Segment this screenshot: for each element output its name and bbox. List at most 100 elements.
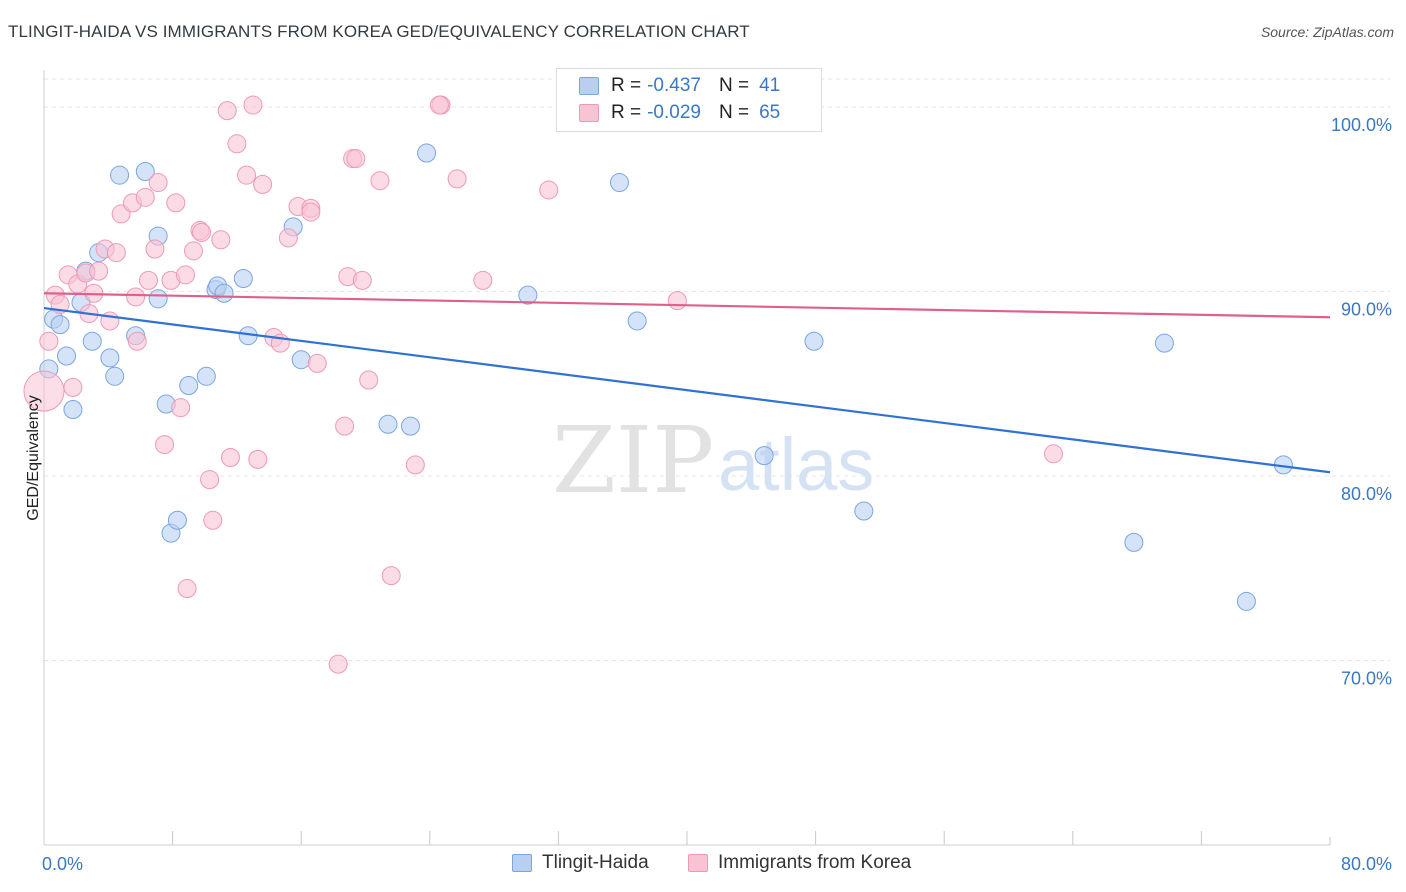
- scatter-point-immigrants-from-korea: [447, 169, 467, 189]
- scatter-point-immigrants-from-korea: [473, 270, 493, 290]
- scatter-point-immigrants-from-korea: [192, 222, 212, 242]
- scatter-point-immigrants-from-korea: [203, 510, 223, 530]
- bottom-legend-tlingit-haida: Tlingit-Haida: [512, 852, 649, 874]
- data-points: [23, 95, 1293, 674]
- correlation-legend: R = -0.437 N = 41 R = -0.029 N = 65: [556, 68, 822, 132]
- trend-lines: [43, 292, 1331, 474]
- scatter-point-tlingit-haida: [167, 510, 187, 530]
- legend-swatch-pink: [579, 104, 599, 122]
- scatter-point-immigrants-from-korea: [667, 291, 687, 311]
- scatter-point-immigrants-from-korea: [220, 448, 240, 467]
- scatter-point-immigrants-from-korea: [200, 470, 220, 490]
- scatter-point-tlingit-haida: [110, 165, 130, 185]
- axes: [43, 70, 1330, 846]
- scatter-point-tlingit-haida: [1124, 532, 1144, 552]
- legend-swatch-blue: [579, 77, 599, 95]
- scatter-point-tlingit-haida: [100, 348, 120, 368]
- scatter-point-immigrants-from-korea: [217, 101, 237, 121]
- scatter-point-tlingit-haida: [82, 331, 102, 351]
- scatter-point-tlingit-haida: [233, 269, 253, 289]
- scatter-point-immigrants-from-korea: [23, 370, 65, 412]
- y-tick-label: 80.0%: [1341, 484, 1392, 504]
- scatter-point-immigrants-from-korea: [166, 193, 186, 213]
- scatter-point-tlingit-haida: [1154, 333, 1174, 353]
- scatter-point-tlingit-haida: [105, 366, 125, 386]
- scatter-point-immigrants-from-korea: [171, 398, 191, 418]
- scatter-point-tlingit-haida: [1236, 591, 1256, 611]
- scatter-point-immigrants-from-korea: [429, 95, 449, 115]
- scatter-point-immigrants-from-korea: [177, 579, 197, 599]
- scatter-point-immigrants-from-korea: [243, 95, 263, 115]
- legend-row-tlingit-haida: R = -0.437 N = 41: [579, 74, 780, 98]
- scatter-point-tlingit-haida: [378, 414, 398, 434]
- scatter-point-immigrants-from-korea: [253, 174, 273, 194]
- scatter-point-tlingit-haida: [214, 283, 234, 303]
- y-tick-label: 90.0%: [1341, 299, 1392, 319]
- scatter-point-tlingit-haida: [291, 350, 311, 370]
- y-axis-label: GED/Equivalency: [25, 395, 42, 520]
- legend-r-label: R =: [611, 75, 642, 96]
- scatter-point-tlingit-haida: [63, 400, 83, 420]
- bottom-legend-immigrants-from-korea: Immigrants from Korea: [688, 852, 911, 874]
- scatter-point-tlingit-haida: [854, 501, 874, 521]
- scatter-point-tlingit-haida: [804, 331, 824, 351]
- scatter-point-immigrants-from-korea: [227, 134, 247, 154]
- scatter-point-immigrants-from-korea: [106, 243, 126, 263]
- scatter-point-immigrants-from-korea: [89, 261, 109, 281]
- chart-title: TLINGIT-HAIDA VS IMMIGRANTS FROM KOREA G…: [8, 22, 750, 41]
- legend-n-value: 41: [759, 75, 781, 96]
- scatter-point-tlingit-haida: [148, 289, 168, 309]
- bottom-legend-swatch-pink: [688, 854, 708, 872]
- scatter-point-tlingit-haida: [50, 315, 70, 335]
- y-tick-label: 70.0%: [1341, 668, 1392, 688]
- scatter-point-immigrants-from-korea: [328, 654, 348, 674]
- scatter-point-immigrants-from-korea: [301, 202, 321, 222]
- scatter-point-immigrants-from-korea: [138, 270, 158, 290]
- legend-row-immigrants-from-korea: R = -0.029 N = 65: [579, 101, 780, 125]
- scatter-point-immigrants-from-korea: [370, 171, 390, 191]
- x-tick-label: 0.0%: [42, 854, 83, 874]
- scatter-point-tlingit-haida: [196, 366, 216, 386]
- scatter-point-immigrants-from-korea: [155, 435, 175, 455]
- scatter-point-immigrants-from-korea: [126, 287, 146, 307]
- watermark: ZIP atlas: [552, 407, 874, 514]
- legend-n-label: N =: [718, 75, 750, 96]
- scatter-point-immigrants-from-korea: [381, 566, 401, 586]
- scatter-point-immigrants-from-korea: [346, 149, 366, 169]
- scatter-point-immigrants-from-korea: [39, 331, 59, 351]
- scatter-point-immigrants-from-korea: [183, 241, 203, 261]
- watermark-atlas: atlas: [718, 423, 874, 506]
- scatter-point-immigrants-from-korea: [145, 239, 165, 259]
- scatter-point-immigrants-from-korea: [63, 377, 83, 397]
- scatter-point-immigrants-from-korea: [175, 265, 195, 285]
- legend-r-label: R =: [611, 102, 642, 123]
- scatter-point-immigrants-from-korea: [307, 353, 327, 373]
- scatter-point-immigrants-from-korea: [278, 228, 298, 248]
- scatter-point-immigrants-from-korea: [127, 331, 147, 351]
- scatter-point-tlingit-haida: [417, 143, 437, 163]
- scatter-point-tlingit-haida: [609, 173, 629, 193]
- scatter-point-immigrants-from-korea: [1044, 444, 1064, 464]
- x-tick-label: 80.0%: [1341, 854, 1392, 874]
- legend-n-label: N =: [718, 102, 750, 123]
- scatter-point-immigrants-from-korea: [405, 455, 425, 475]
- watermark-zip: ZIP: [552, 407, 714, 514]
- scatter-point-tlingit-haida: [627, 311, 647, 331]
- scatter-point-tlingit-haida: [179, 376, 199, 396]
- tick-labels: 70.0% 80.0% 90.0% 100.0% 0.0% 80.0%: [42, 115, 1392, 874]
- scatter-point-immigrants-from-korea: [211, 230, 231, 250]
- scatter-point-tlingit-haida: [518, 285, 538, 305]
- scatter-point-immigrants-from-korea: [359, 370, 379, 390]
- chart-source: Source: ZipAtlas.com: [1260, 24, 1394, 40]
- legend-n-value: 65: [759, 102, 781, 123]
- y-tick-label: 100.0%: [1331, 115, 1392, 135]
- scatter-point-immigrants-from-korea: [237, 165, 257, 185]
- gridlines: [44, 78, 1390, 845]
- scatter-point-tlingit-haida: [135, 161, 155, 181]
- scatter-point-immigrants-from-korea: [248, 449, 268, 469]
- legend-r-value: -0.029: [647, 102, 701, 123]
- scatter-point-immigrants-from-korea: [335, 416, 355, 436]
- bottom-legend-label: Immigrants from Korea: [718, 852, 912, 873]
- bottom-legend-label: Tlingit-Haida: [542, 852, 649, 873]
